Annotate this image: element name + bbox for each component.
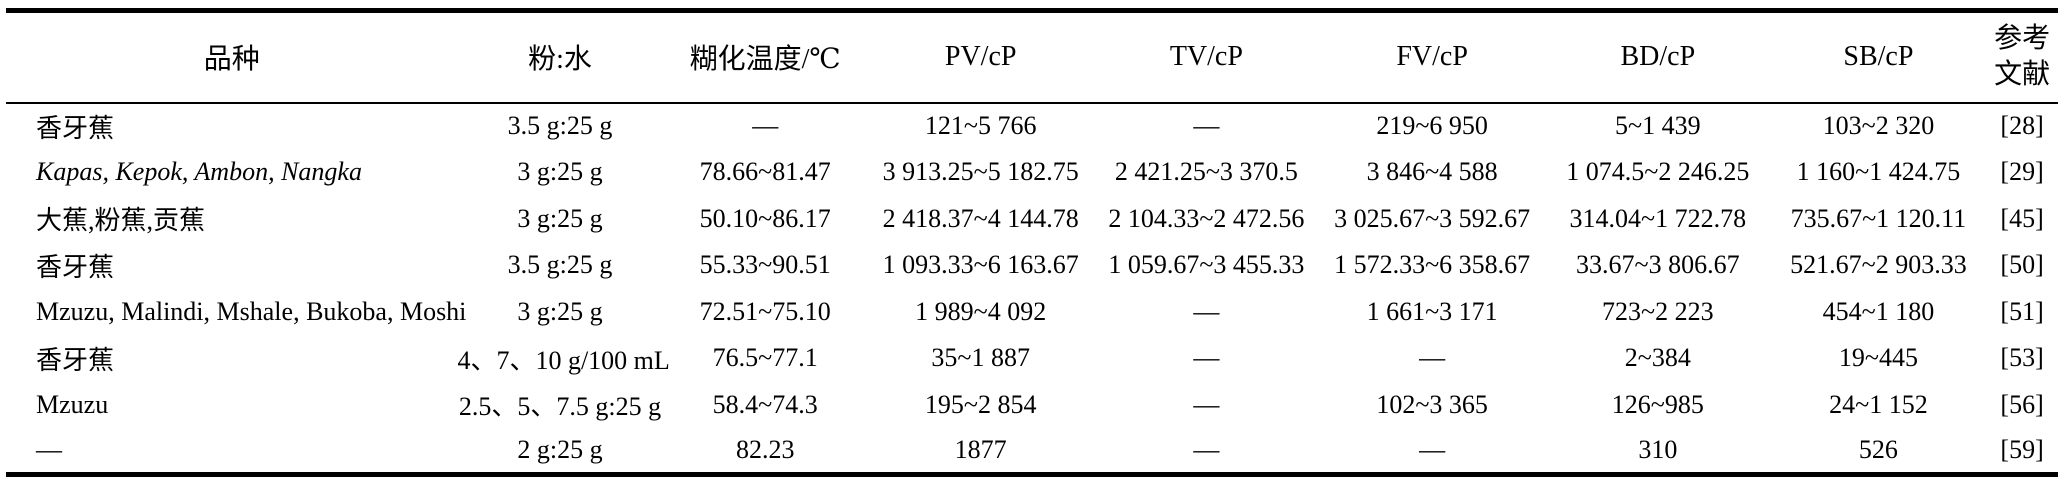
final-viscosity-cell: 1 572.33~6 358.67 (1334, 250, 1531, 280)
peak-viscosity-cell: 195~2 854 (924, 389, 1037, 419)
peak-viscosity-cell: 121~5 766 (924, 111, 1037, 141)
powder-water-ratio-cell: 3.5 g:25 g (507, 250, 613, 280)
table-body: 香牙蕉 3.5 g:25 g — 121~5 766 — 219~6 950 5… (6, 103, 2058, 475)
powder-water-ratio-cell: 3 g:25 g (517, 203, 603, 233)
reference-cell: [45] (2000, 203, 2044, 233)
table-row: — 2 g:25 g 82.23 1877 — — 310 526 [59] (6, 428, 2058, 475)
table-row: 香牙蕉 3.5 g:25 g 55.33~90.51 1 093.33~6 16… (6, 242, 2058, 289)
final-viscosity-cell: 1 661~3 171 (1366, 296, 1498, 326)
breakdown-cell: 5~1 439 (1615, 111, 1701, 141)
gelatinization-temperature-cell: — (752, 111, 779, 141)
variety-cell: 香牙蕉 (36, 113, 115, 143)
final-viscosity-cell: 3 025.67~3 592.67 (1334, 203, 1531, 233)
final-viscosity-cell: 219~6 950 (1376, 111, 1488, 141)
reference-cell: [28] (2000, 111, 2044, 141)
header-reference: 参考 文献 (1986, 10, 2058, 104)
final-viscosity-cell: 3 846~4 588 (1366, 157, 1498, 187)
trough-viscosity-cell: — (1193, 435, 1220, 464)
header-variety: 品种 (6, 10, 458, 104)
trough-viscosity-cell: 2 421.25~3 370.5 (1114, 157, 1298, 187)
breakdown-cell: 314.04~1 722.78 (1569, 203, 1747, 233)
reference-cell: [53] (2000, 343, 2044, 373)
setback-cell: 526 (1858, 435, 1898, 464)
trough-viscosity-cell: 2 104.33~2 472.56 (1108, 203, 1305, 233)
setback-cell: 521.67~2 903.33 (1790, 250, 1967, 280)
header-final-viscosity: FV/cP (1319, 10, 1545, 104)
reference-cell: [29] (2000, 157, 2044, 187)
variety-cell: 大蕉,粉蕉,贡蕉 (36, 206, 206, 236)
trough-viscosity-cell: — (1193, 389, 1220, 419)
peak-viscosity-cell: 35~1 887 (931, 343, 1030, 373)
peak-viscosity-cell: 3 913.25~5 182.75 (882, 157, 1079, 187)
header-powder-water-ratio: 粉:水 (457, 10, 663, 104)
breakdown-cell: 310 (1638, 435, 1678, 464)
final-viscosity-cell: 102~3 365 (1376, 389, 1488, 419)
peak-viscosity-cell: 1 989~4 092 (915, 296, 1047, 326)
setback-cell: 1 160~1 424.75 (1796, 157, 1961, 187)
setback-cell: 103~2 320 (1822, 111, 1935, 141)
gelatinization-temperature-cell: 55.33~90.51 (699, 250, 831, 280)
powder-water-ratio-cell: 3 g:25 g (517, 296, 603, 326)
header-row: 品种 粉:水 糊化温度/℃ PV/cP TV/cP FV/cP BD/cP SB… (6, 10, 2058, 104)
header-trough-viscosity: TV/cP (1093, 10, 1320, 104)
breakdown-cell: 2~384 (1624, 343, 1691, 373)
setback-cell: 454~1 180 (1822, 296, 1935, 326)
trough-viscosity-cell: — (1193, 296, 1220, 326)
powder-water-ratio-cell: 2 g:25 g (517, 435, 603, 464)
gelatinization-temperature-cell: 72.51~75.10 (699, 296, 831, 326)
reference-cell: [56] (2000, 389, 2044, 419)
header-reference-line1: 参考 (1994, 22, 2051, 54)
table-row: Kapas, Kepok, Ambon, Nangka 3 g:25 g 78.… (6, 149, 2058, 196)
table-row: Mzuzu 2.5、5、7.5 g:25 g 58.4~74.3 195~2 8… (6, 382, 2058, 429)
header-setback: SB/cP (1770, 10, 1987, 104)
final-viscosity-cell: — (1419, 435, 1446, 464)
reference-cell: [59] (2000, 435, 2044, 464)
breakdown-cell: 33.67~3 806.67 (1576, 250, 1740, 280)
table-row: Mzuzu, Malindi, Mshale, Bukoba, Moshi 3 … (6, 289, 2058, 336)
variety-cell: Kapas, Kepok, Ambon, Nangka (36, 157, 362, 187)
table-header: 品种 粉:水 糊化温度/℃ PV/cP TV/cP FV/cP BD/cP SB… (6, 10, 2058, 104)
peak-viscosity-cell: 2 418.37~4 144.78 (882, 203, 1079, 233)
banana-pasting-properties-table: 品种 粉:水 糊化温度/℃ PV/cP TV/cP FV/cP BD/cP SB… (6, 8, 2058, 477)
table-row: 大蕉,粉蕉,贡蕉 3 g:25 g 50.10~86.17 2 418.37~4… (6, 196, 2058, 243)
table-row: 香牙蕉 4、7、10 g/100 mL 76.5~77.1 35~1 887 —… (6, 335, 2058, 382)
powder-water-ratio-cell: 3 g:25 g (517, 157, 603, 187)
gelatinization-temperature-cell: 58.4~74.3 (712, 389, 818, 419)
powder-water-ratio-cell: 3.5 g:25 g (507, 111, 613, 141)
setback-cell: 19~445 (1838, 343, 1918, 373)
trough-viscosity-cell: — (1193, 111, 1220, 141)
variety-cell: — (36, 435, 62, 464)
reference-cell: [51] (2000, 296, 2044, 326)
breakdown-cell: 126~985 (1611, 389, 1704, 419)
table-row: 香牙蕉 3.5 g:25 g — 121~5 766 — 219~6 950 5… (6, 103, 2058, 150)
gelatinization-temperature-cell: 78.66~81.47 (699, 157, 831, 187)
variety-cell: Mzuzu (36, 389, 109, 419)
peak-viscosity-cell: 1 093.33~6 163.67 (882, 250, 1079, 280)
variety-cell: Mzuzu, Malindi, Mshale, Bukoba, Moshi (36, 296, 467, 326)
gelatinization-temperature-cell: 76.5~77.1 (712, 343, 818, 373)
breakdown-cell: 723~2 223 (1602, 296, 1714, 326)
setback-cell: 24~1 152 (1829, 389, 1928, 419)
gelatinization-temperature-cell: 50.10~86.17 (699, 203, 831, 233)
powder-water-ratio-cell: 4、7、10 g/100 mL (457, 345, 670, 375)
breakdown-cell: 1 074.5~2 246.25 (1566, 157, 1750, 187)
setback-cell: 735.67~1 120.11 (1790, 203, 1967, 233)
trough-viscosity-cell: — (1193, 343, 1220, 373)
header-gelatinization-temperature: 糊化温度/℃ (662, 10, 868, 104)
final-viscosity-cell: — (1419, 343, 1446, 373)
peak-viscosity-cell: 1877 (954, 435, 1007, 464)
header-reference-line2: 文献 (1994, 59, 2051, 91)
reference-cell: [50] (2000, 250, 2044, 280)
trough-viscosity-cell: 1 059.67~3 455.33 (1108, 250, 1305, 280)
variety-cell: 香牙蕉 (36, 345, 115, 375)
header-peak-viscosity: PV/cP (867, 10, 1094, 104)
header-breakdown: BD/cP (1544, 10, 1771, 104)
gelatinization-temperature-cell: 82.23 (735, 435, 795, 464)
powder-water-ratio-cell: 2.5、5、7.5 g:25 g (458, 392, 662, 422)
variety-cell: 香牙蕉 (36, 252, 115, 282)
